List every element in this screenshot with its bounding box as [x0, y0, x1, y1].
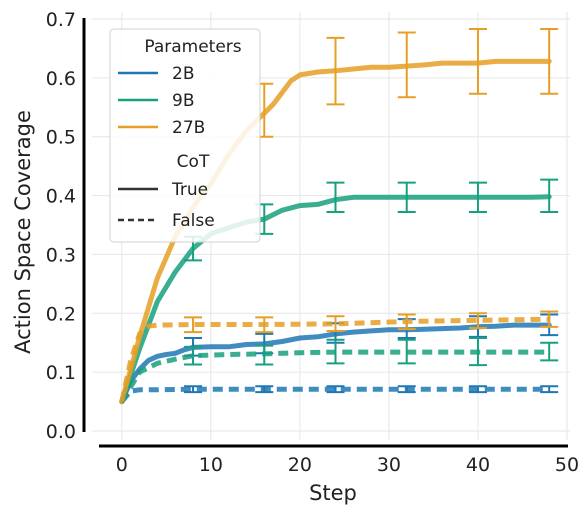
- error-bar: [255, 316, 274, 334]
- y-tick-label: 0.0: [46, 421, 76, 443]
- error-bar: [326, 181, 345, 214]
- error-bar: [397, 385, 416, 394]
- error-bar: [468, 337, 487, 367]
- x-axis-title: Step: [309, 481, 357, 505]
- legend-group-title: Parameters: [144, 37, 241, 57]
- legend-label: True: [171, 180, 208, 200]
- error-bar: [255, 385, 274, 394]
- y-tick-label: 0.7: [46, 9, 76, 31]
- x-tick-label: 50: [555, 454, 579, 476]
- y-tick-label: 0.3: [46, 244, 76, 266]
- x-tick-label: 0: [116, 454, 128, 476]
- error-bar: [540, 310, 559, 328]
- y-tick-label: 0.1: [46, 362, 76, 384]
- series-9B-cot-False: [119, 337, 559, 403]
- error-bar: [326, 315, 345, 332]
- error-bar: [468, 312, 487, 329]
- error-bar: [397, 313, 416, 331]
- legend-label: 2B: [172, 64, 194, 84]
- error-bar: [326, 338, 345, 365]
- x-tick-label: 40: [466, 454, 490, 476]
- error-bar: [540, 178, 559, 214]
- y-tick-label: 0.4: [46, 186, 76, 208]
- error-bar: [397, 181, 416, 214]
- series-line: [119, 322, 552, 405]
- x-tick-label: 20: [288, 454, 312, 476]
- error-bar: [326, 36, 345, 106]
- series-9B-cot-True: [119, 178, 559, 405]
- series-line: [119, 349, 550, 403]
- legend-label: 27B: [172, 118, 205, 138]
- error-bar: [540, 28, 559, 95]
- error-bar: [326, 385, 345, 394]
- error-bar: [468, 385, 487, 394]
- error-bar: [184, 316, 203, 334]
- error-bar: [468, 181, 487, 214]
- error-bar: [540, 341, 559, 362]
- legend-label: False: [172, 211, 215, 231]
- error-bar: [184, 345, 203, 366]
- series-line: [119, 386, 550, 404]
- error-bar: [468, 28, 487, 95]
- error-bar: [255, 344, 274, 366]
- x-tick-label: 10: [199, 454, 223, 476]
- legend-label: 9B: [172, 91, 194, 111]
- series-27B-cot-False: [119, 310, 559, 403]
- error-bar: [397, 338, 416, 365]
- error-bar: [184, 385, 203, 394]
- x-tick-label: 30: [377, 454, 401, 476]
- series-2B-cot-False: [119, 385, 559, 404]
- axes: 0.0 0.1 0.2 0.3 0.4 0.5 0.6 0.7 0 10 20 30 40 50 Step A…: [11, 9, 579, 505]
- y-axis-title: Action Space Coverage: [11, 110, 35, 354]
- y-tick-label: 0.2: [46, 303, 76, 325]
- y-tick-label: 0.6: [46, 68, 76, 90]
- error-bar: [540, 385, 559, 394]
- legend: Parameters 2B 9B 27B CoT True False: [109, 28, 261, 243]
- error-bar: [397, 31, 416, 99]
- y-tick-label: 0.5: [46, 127, 76, 149]
- legend-group-title: CoT: [177, 152, 210, 172]
